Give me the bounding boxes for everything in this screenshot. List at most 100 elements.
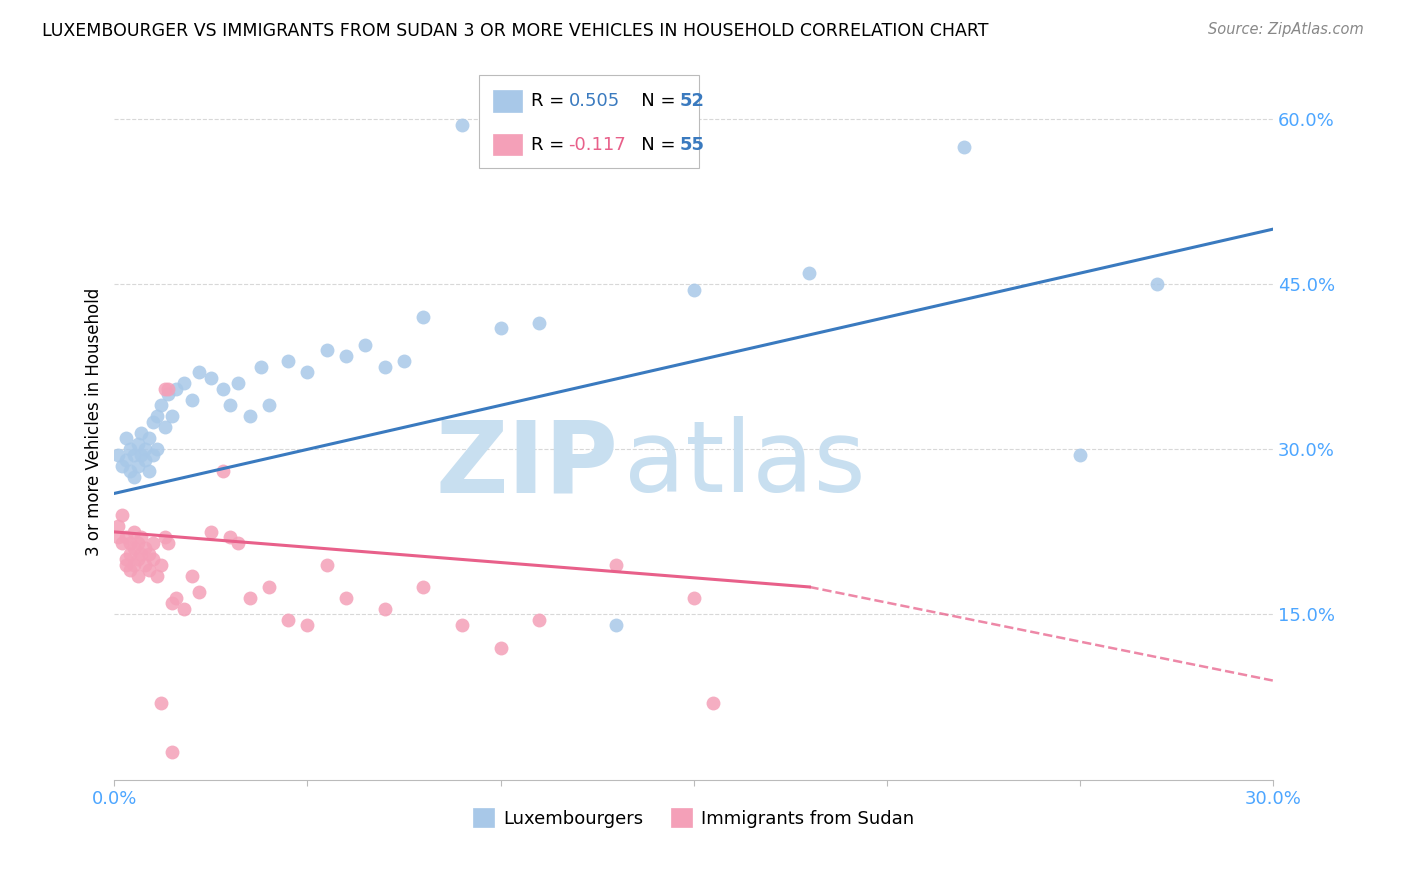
Point: [451, 618, 474, 632]
Point: [118, 442, 141, 457]
Point: [527, 613, 550, 627]
Text: R =: R =: [531, 92, 571, 110]
Point: [118, 547, 141, 561]
Point: [200, 524, 222, 539]
Point: [226, 376, 249, 391]
Point: [118, 464, 141, 478]
Point: [412, 310, 434, 325]
Point: [149, 558, 172, 572]
Point: [111, 458, 134, 473]
Point: [165, 591, 187, 605]
Point: [219, 398, 242, 412]
Point: [107, 448, 129, 462]
Point: [107, 519, 129, 533]
Point: [238, 591, 260, 605]
Point: [153, 382, 176, 396]
Point: [115, 453, 138, 467]
Point: [131, 425, 153, 440]
Point: [315, 343, 337, 358]
Text: 55: 55: [679, 136, 704, 153]
Point: [149, 696, 172, 710]
Point: [250, 359, 273, 374]
Y-axis label: 3 or more Vehicles in Household: 3 or more Vehicles in Household: [86, 288, 103, 556]
Point: [134, 558, 156, 572]
Text: R =: R =: [531, 136, 571, 153]
Text: LUXEMBOURGER VS IMMIGRANTS FROM SUDAN 3 OR MORE VEHICLES IN HOUSEHOLD CORRELATIO: LUXEMBOURGER VS IMMIGRANTS FROM SUDAN 3 …: [42, 22, 988, 40]
Point: [111, 508, 134, 523]
Point: [173, 602, 195, 616]
Point: [157, 387, 180, 401]
Point: [489, 640, 512, 655]
Point: [799, 266, 821, 280]
Point: [682, 283, 704, 297]
Point: [392, 354, 415, 368]
Text: N =: N =: [624, 136, 682, 153]
Point: [315, 558, 337, 572]
Point: [134, 453, 156, 467]
Point: [153, 420, 176, 434]
Point: [180, 392, 202, 407]
Point: [180, 569, 202, 583]
Point: [146, 409, 169, 424]
Point: [605, 618, 627, 632]
Point: [165, 382, 187, 396]
Text: ZIP: ZIP: [436, 417, 619, 513]
Text: atlas: atlas: [624, 417, 866, 513]
Text: 52: 52: [679, 92, 704, 110]
Text: Source: ZipAtlas.com: Source: ZipAtlas.com: [1208, 22, 1364, 37]
Point: [412, 580, 434, 594]
Point: [173, 376, 195, 391]
Point: [107, 530, 129, 544]
Point: [122, 448, 145, 462]
Point: [489, 321, 512, 335]
Point: [153, 530, 176, 544]
Point: [118, 564, 141, 578]
Point: [131, 448, 153, 462]
Point: [200, 371, 222, 385]
FancyBboxPatch shape: [479, 75, 699, 168]
Point: [335, 591, 357, 605]
Text: 0.505: 0.505: [568, 92, 620, 110]
Point: [527, 316, 550, 330]
Point: [226, 536, 249, 550]
Point: [131, 530, 153, 544]
Point: [257, 398, 280, 412]
Point: [138, 464, 160, 478]
Point: [188, 365, 211, 379]
Point: [605, 558, 627, 572]
Legend: Luxembourgers, Immigrants from Sudan: Luxembourgers, Immigrants from Sudan: [465, 801, 922, 835]
Point: [149, 398, 172, 412]
Text: -0.117: -0.117: [568, 136, 626, 153]
Point: [277, 354, 299, 368]
Point: [1069, 448, 1091, 462]
Point: [277, 613, 299, 627]
Point: [142, 448, 165, 462]
Point: [122, 524, 145, 539]
Point: [335, 349, 357, 363]
Point: [138, 431, 160, 445]
Point: [122, 541, 145, 556]
Point: [138, 564, 160, 578]
Point: [157, 382, 180, 396]
Point: [1146, 277, 1168, 292]
Point: [142, 552, 165, 566]
Point: [122, 558, 145, 572]
Point: [146, 569, 169, 583]
Text: N =: N =: [624, 92, 682, 110]
Point: [162, 409, 184, 424]
Point: [953, 139, 976, 153]
Point: [115, 431, 138, 445]
Point: [115, 558, 138, 572]
Point: [188, 585, 211, 599]
Point: [146, 442, 169, 457]
Point: [118, 536, 141, 550]
FancyBboxPatch shape: [494, 134, 522, 155]
Point: [257, 580, 280, 594]
FancyBboxPatch shape: [494, 90, 522, 112]
Point: [127, 569, 149, 583]
Point: [142, 536, 165, 550]
Point: [702, 696, 724, 710]
Point: [354, 338, 377, 352]
Point: [297, 618, 319, 632]
Point: [238, 409, 260, 424]
